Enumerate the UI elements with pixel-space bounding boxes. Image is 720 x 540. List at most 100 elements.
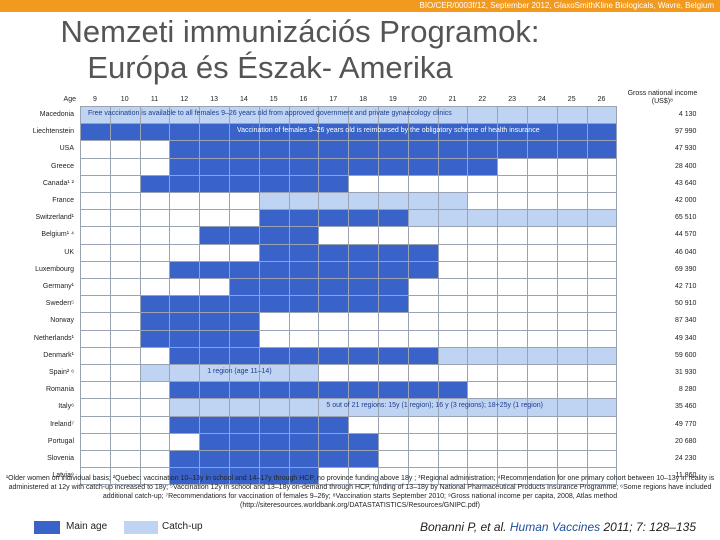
table-cell — [80, 157, 111, 176]
table-cell — [437, 157, 469, 176]
table-cell — [318, 278, 350, 297]
table-cell — [497, 415, 528, 434]
table-cell — [109, 174, 141, 193]
table-cell — [229, 192, 260, 211]
gni-value: 49 340 — [674, 334, 697, 342]
table-cell — [467, 174, 499, 193]
country-label: Portugal — [47, 437, 74, 445]
table-cell — [586, 123, 618, 142]
gni-value: 8 280 — [678, 386, 697, 394]
table-cell — [109, 432, 141, 451]
table-cell — [467, 106, 499, 125]
table-cell — [288, 260, 320, 279]
table-cell — [407, 157, 439, 176]
table-cell — [288, 295, 320, 314]
table-cell — [318, 243, 350, 262]
table-cell — [348, 260, 379, 279]
table-cell — [556, 226, 588, 245]
table-cell — [407, 364, 439, 383]
country-label: Macedonia — [39, 111, 74, 118]
table-cell — [378, 278, 409, 297]
table-cell — [467, 450, 499, 469]
table-cell — [467, 209, 499, 228]
table-cell — [437, 278, 469, 297]
table-cell — [348, 364, 379, 383]
table-cell — [467, 415, 499, 434]
table-cell — [348, 140, 379, 159]
table-cell — [288, 398, 320, 417]
gni-value: 46 040 — [674, 248, 697, 256]
table-cell — [109, 381, 141, 400]
table-cell — [169, 415, 201, 434]
table-cell — [229, 432, 260, 451]
country-label: Greece — [51, 162, 74, 170]
table-cell — [139, 415, 171, 434]
table-cell — [437, 415, 469, 434]
age-header-label: Age — [63, 96, 76, 103]
legend-main-swatch — [34, 521, 60, 534]
table-cell — [348, 329, 379, 348]
table-cell — [467, 346, 499, 365]
table-cell — [497, 381, 528, 400]
table-cell — [527, 192, 558, 211]
citation: Bonanni P, et al. Human Vaccines 2011; 7… — [420, 520, 696, 534]
gni-value: 42 000 — [674, 197, 697, 204]
table-cell — [80, 364, 111, 383]
table-cell — [258, 243, 290, 262]
gni-value: 97 990 — [674, 128, 697, 136]
table-cell — [378, 140, 409, 159]
table-cell — [169, 278, 201, 297]
table-cell — [80, 278, 111, 297]
country-label: France — [52, 197, 74, 204]
table-cell — [199, 192, 230, 211]
table-cell — [586, 106, 618, 125]
table-cell — [139, 174, 171, 193]
table-cell — [288, 243, 320, 262]
table-cell — [80, 174, 111, 193]
table-cell — [556, 312, 588, 331]
age-column-header: 15 — [269, 96, 278, 103]
table-cell — [80, 260, 111, 279]
table-cell — [169, 364, 201, 383]
table-cell — [497, 432, 528, 451]
country-label: Spain² ⁶ — [48, 369, 74, 376]
table-cell — [407, 329, 439, 348]
table-cell — [288, 140, 320, 159]
table-cell — [139, 364, 171, 383]
page-title-line1: Nemzeti immunizációs Programok: — [60, 14, 540, 49]
table-cell — [199, 312, 230, 331]
gni-value: 42 710 — [674, 283, 697, 290]
table-cell — [258, 432, 290, 451]
table-cell — [527, 415, 558, 434]
table-cell — [199, 140, 230, 159]
table-cell — [527, 209, 558, 228]
table-cell — [109, 346, 141, 365]
table-cell — [288, 192, 320, 211]
country-label: Luxembourg — [35, 265, 74, 273]
table-cell — [169, 260, 201, 279]
table-cell — [348, 278, 379, 297]
table-cell — [139, 278, 171, 297]
table-cell — [407, 140, 439, 159]
table-cell — [109, 157, 141, 176]
gni-value: 4 130 — [678, 111, 697, 118]
table-cell — [378, 312, 409, 331]
table-cell — [139, 295, 171, 314]
table-cell — [556, 106, 588, 125]
table-cell — [348, 381, 379, 400]
country-label: Germany¹ — [42, 283, 74, 290]
table-cell — [258, 398, 290, 417]
table-cell — [378, 381, 409, 400]
table-cell — [139, 312, 171, 331]
country-label: Netherlands¹ — [33, 334, 74, 342]
table-cell — [497, 346, 528, 365]
table-cell — [497, 192, 528, 211]
country-label: Sweden⁵ — [45, 300, 74, 308]
table-cell — [407, 381, 439, 400]
top-bar: BIO/CER/0003f/12, September 2012, GlaxoS… — [0, 0, 720, 12]
table-cell — [378, 157, 409, 176]
table-cell — [497, 312, 528, 331]
table-cell — [556, 192, 588, 211]
table-cell — [139, 346, 171, 365]
table-cell — [467, 312, 499, 331]
